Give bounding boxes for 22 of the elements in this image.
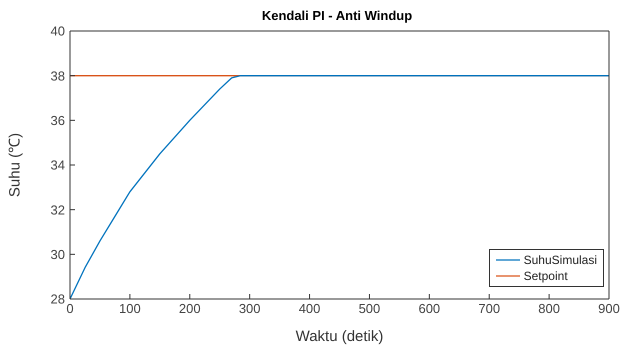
x-tick-label: 0 bbox=[66, 301, 74, 316]
x-tick-label: 600 bbox=[418, 301, 440, 316]
x-tick-label: 900 bbox=[598, 301, 620, 316]
y-tick-label: 30 bbox=[50, 246, 65, 262]
x-tick-label: 400 bbox=[298, 301, 320, 316]
x-axis-title: Waktu (detik) bbox=[296, 328, 384, 345]
legend-label: SuhuSimulasi bbox=[524, 252, 597, 268]
y-axis-title: Suhu (℃) bbox=[6, 132, 24, 198]
x-tick-label: 700 bbox=[478, 301, 500, 316]
y-tick-label: 38 bbox=[50, 68, 65, 84]
y-tick-label: 40 bbox=[50, 24, 65, 39]
y-tick-label: 34 bbox=[50, 158, 65, 173]
x-tick-label: 200 bbox=[178, 301, 201, 316]
x-tick-label: 300 bbox=[238, 301, 261, 316]
x-tick-label: 100 bbox=[119, 301, 141, 316]
y-tick-label: 36 bbox=[50, 112, 65, 128]
legend-label: Setpoint bbox=[524, 268, 568, 284]
x-tick-label: 800 bbox=[538, 301, 560, 316]
y-tick-label: 32 bbox=[50, 202, 65, 218]
x-tick-label: 500 bbox=[358, 301, 380, 316]
chart-title: Kendali PI - Anti Windup bbox=[262, 8, 412, 23]
y-tick-label: 28 bbox=[50, 292, 65, 307]
